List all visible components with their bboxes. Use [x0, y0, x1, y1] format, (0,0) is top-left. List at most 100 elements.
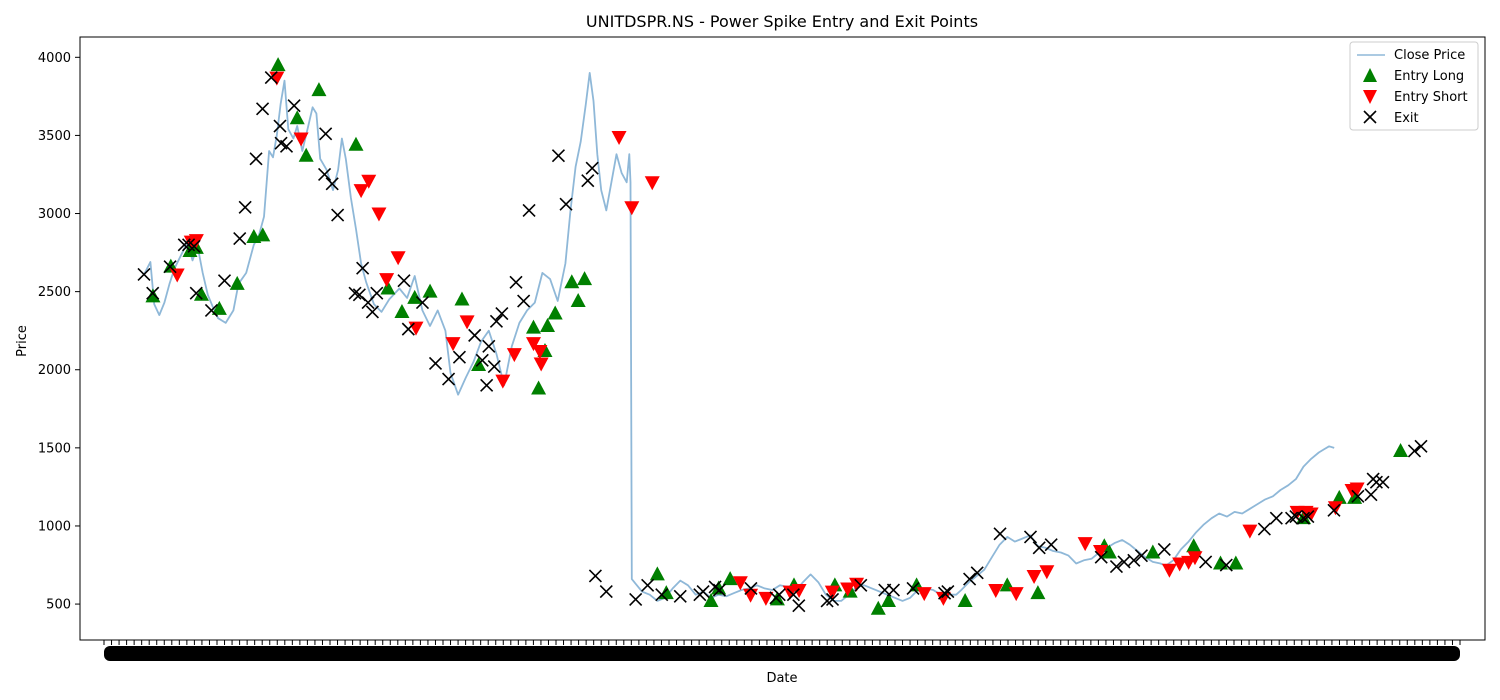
- entry-short-marker: [379, 273, 395, 288]
- exit-marker: [264, 71, 278, 85]
- exit-marker: [825, 592, 840, 606]
- exit-marker: [1414, 439, 1428, 453]
- entry-long-marker: [311, 82, 327, 97]
- exit-marker: [325, 177, 339, 191]
- exit-marker: [480, 378, 494, 392]
- entry-long-marker: [380, 280, 396, 295]
- x-tick-label-band: [103, 640, 1461, 661]
- exit-marker: [415, 296, 430, 310]
- close-price-line: [143, 72, 1335, 602]
- exit-marker: [475, 353, 489, 367]
- entry-long-marker: [289, 110, 305, 125]
- exit-marker: [1219, 558, 1233, 572]
- exit-marker: [233, 231, 247, 246]
- entry-short-marker: [445, 337, 461, 352]
- exit-marker: [963, 572, 977, 586]
- entry-long-marker: [193, 286, 209, 301]
- exit-marker: [189, 286, 203, 300]
- entry-short-marker: [732, 576, 748, 591]
- exit-marker: [673, 589, 687, 603]
- exit-marker: [348, 286, 362, 300]
- entry-long-marker: [454, 291, 470, 306]
- exit-marker: [886, 583, 901, 597]
- entry-long-marker: [145, 288, 161, 303]
- legend-label-exit: Exit: [1394, 111, 1419, 126]
- entry-short-marker: [1303, 507, 1319, 522]
- chart-title: UNITDSPR.NS - Power Spike Entry and Exit…: [586, 12, 978, 31]
- entry-short-marker: [1026, 569, 1042, 584]
- exit-marker: [495, 306, 509, 321]
- exit-marker: [509, 275, 523, 289]
- exit-marker: [599, 585, 613, 599]
- entry-short-marker: [1077, 537, 1093, 552]
- exit-marker: [249, 152, 263, 166]
- y-tick-label: 1000: [38, 519, 71, 534]
- exit-marker: [356, 261, 370, 275]
- entry-short-marker: [1349, 482, 1365, 497]
- exit-marker: [1407, 444, 1422, 458]
- entry-long-marker: [880, 592, 896, 607]
- exit-marker: [854, 578, 868, 592]
- exit-marker: [696, 585, 710, 599]
- entry-long-marker: [957, 592, 973, 607]
- entry-long-marker: [1331, 489, 1347, 504]
- entry-long-marker: [703, 592, 719, 607]
- entry-short-marker: [390, 251, 406, 266]
- exit-marker: [217, 274, 232, 288]
- exit-marker: [585, 161, 599, 175]
- exit-marker: [279, 139, 294, 153]
- exit-marker: [1094, 550, 1108, 564]
- entry-long-marker: [577, 271, 593, 286]
- exit-marker: [287, 99, 301, 113]
- entry-long-marker: [564, 274, 580, 289]
- legend-box: [1349, 41, 1479, 131]
- exit-marker: [452, 350, 467, 364]
- entry-short-marker: [533, 357, 549, 372]
- exit-marker: [137, 267, 151, 282]
- exit-marker: [744, 581, 758, 596]
- entry-long-marker: [255, 227, 271, 242]
- entry-short-marker: [743, 588, 759, 603]
- entry-short-marker: [1172, 557, 1188, 572]
- exit-marker: [1134, 549, 1149, 563]
- entry-long-marker: [540, 318, 556, 333]
- entry-long-marker: [1347, 489, 1363, 504]
- entry-short-marker: [824, 585, 840, 600]
- exit-marker: [629, 592, 643, 606]
- entry-short-marker: [1092, 544, 1108, 559]
- exit-marker: [319, 127, 333, 141]
- entry-long-marker: [658, 585, 674, 600]
- exit-marker: [1369, 475, 1383, 489]
- exit-marker: [993, 527, 1007, 541]
- entry-short-marker: [532, 344, 548, 359]
- entry-short-marker: [849, 577, 865, 592]
- y-tick-label: 3500: [38, 129, 71, 144]
- entry-long-marker: [649, 566, 665, 581]
- exit-marker: [941, 585, 955, 599]
- entry-long-marker: [870, 600, 886, 615]
- exit-marker: [1289, 510, 1303, 524]
- exit-marker: [428, 356, 443, 371]
- entry-short-marker: [624, 201, 640, 216]
- exit-marker: [1044, 538, 1058, 552]
- entry-long-marker: [1213, 555, 1229, 570]
- entry-short-marker: [371, 207, 387, 222]
- exit-marker: [204, 303, 219, 317]
- exit-marker: [588, 569, 602, 583]
- entry-long-marker: [422, 283, 438, 298]
- x-axis-label: Date: [766, 671, 797, 686]
- entry-short-marker: [791, 584, 807, 599]
- exit-marker: [1157, 542, 1171, 556]
- exit-marker: [489, 314, 503, 328]
- entry-long-marker: [270, 57, 286, 72]
- entry-short-marker: [353, 184, 369, 199]
- exit-marker: [1109, 560, 1124, 574]
- exit-marker: [482, 339, 496, 353]
- exit-marker: [559, 197, 573, 211]
- plot-content: [137, 57, 1428, 615]
- entry-long-marker: [394, 303, 410, 318]
- y-tick-label: 500: [46, 598, 71, 613]
- exit-marker: [1269, 511, 1283, 525]
- exit-marker: [487, 360, 501, 374]
- entry-long-marker: [1030, 585, 1046, 600]
